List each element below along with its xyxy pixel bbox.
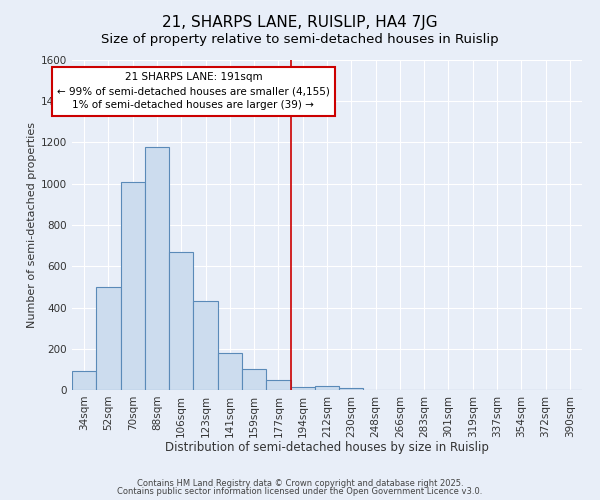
- Bar: [193, 302, 218, 390]
- Bar: [266, 380, 290, 390]
- Text: Contains public sector information licensed under the Open Government Licence v3: Contains public sector information licen…: [118, 487, 482, 496]
- Bar: [145, 146, 169, 390]
- Bar: [315, 386, 339, 390]
- Text: Size of property relative to semi-detached houses in Ruislip: Size of property relative to semi-detach…: [101, 32, 499, 46]
- Bar: [121, 182, 145, 390]
- X-axis label: Distribution of semi-detached houses by size in Ruislip: Distribution of semi-detached houses by …: [165, 441, 489, 454]
- Bar: [290, 387, 315, 390]
- Bar: [242, 370, 266, 390]
- Bar: [339, 388, 364, 390]
- Bar: [218, 353, 242, 390]
- Y-axis label: Number of semi-detached properties: Number of semi-detached properties: [27, 122, 37, 328]
- Text: 21, SHARPS LANE, RUISLIP, HA4 7JG: 21, SHARPS LANE, RUISLIP, HA4 7JG: [162, 15, 438, 30]
- Bar: [72, 372, 96, 390]
- Bar: [96, 287, 121, 390]
- Text: 21 SHARPS LANE: 191sqm
← 99% of semi-detached houses are smaller (4,155)
1% of s: 21 SHARPS LANE: 191sqm ← 99% of semi-det…: [57, 72, 330, 110]
- Text: Contains HM Land Registry data © Crown copyright and database right 2025.: Contains HM Land Registry data © Crown c…: [137, 478, 463, 488]
- Bar: [169, 252, 193, 390]
